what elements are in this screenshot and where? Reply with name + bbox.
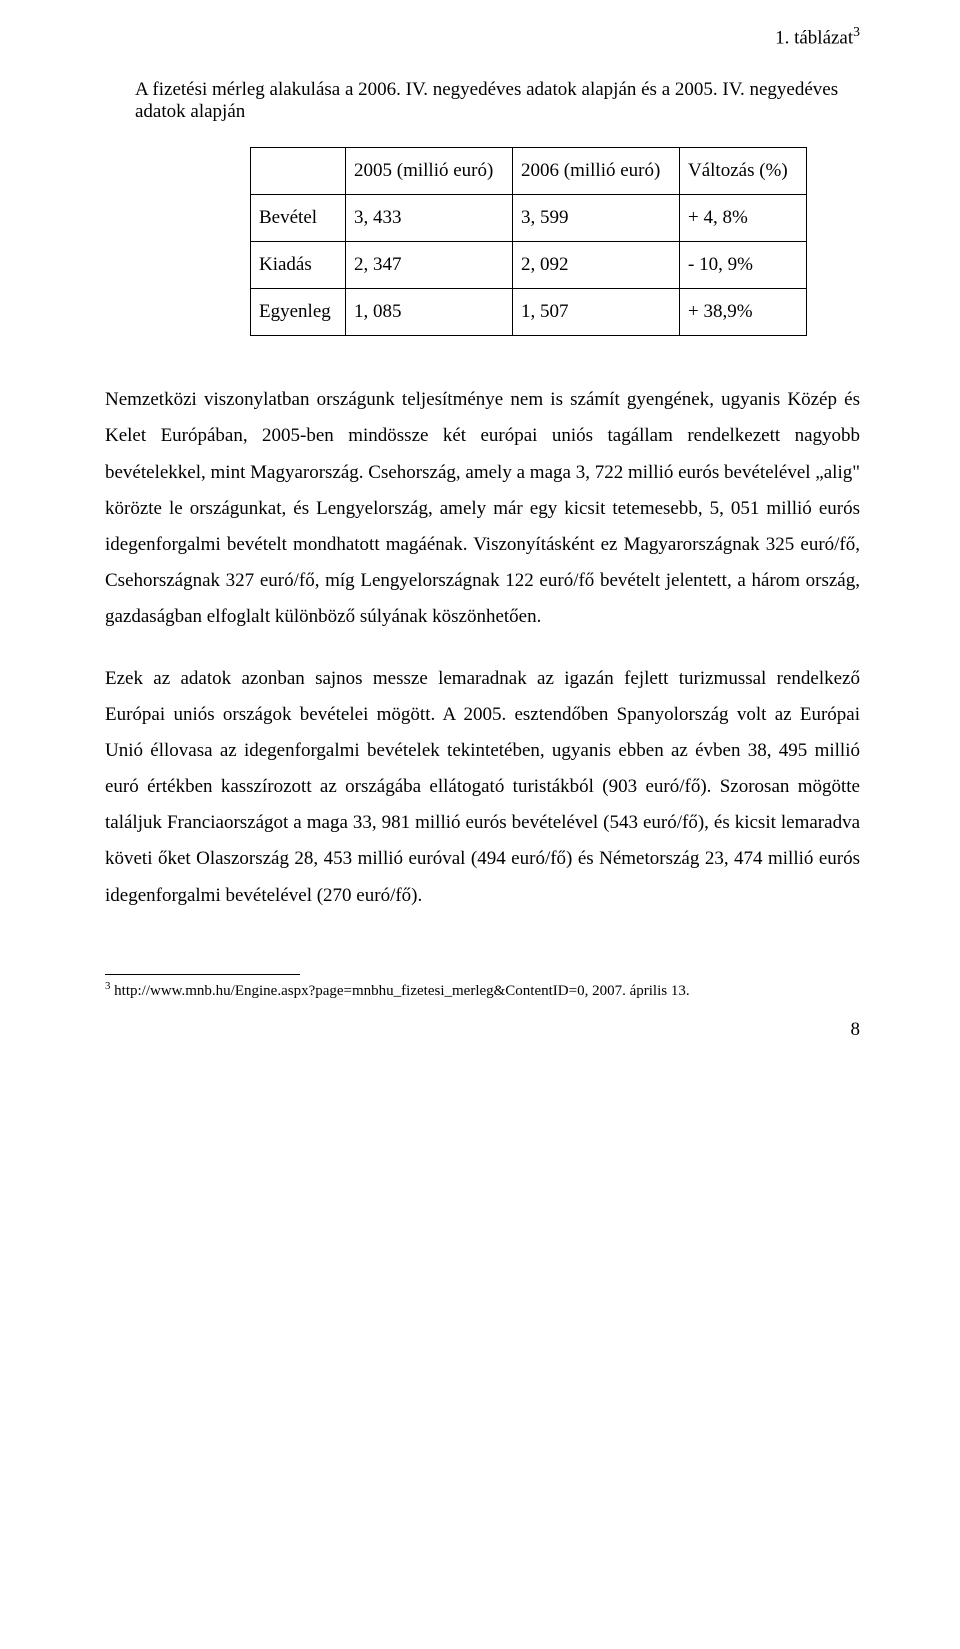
paragraph-1: Nemzetközi viszonylatban országunk telje… [105, 382, 860, 635]
col-change: Változás (%) [680, 148, 807, 195]
row-label: Kiadás [251, 242, 346, 289]
footnote: 3 http://www.mnb.hu/Engine.aspx?page=mnb… [105, 979, 860, 1002]
table-caption: 1. táblázat3 [105, 24, 860, 49]
footnote-text: http://www.mnb.hu/Engine.aspx?page=mnbhu… [110, 983, 689, 999]
cell-value: - 10, 9% [680, 242, 807, 289]
page-number: 8 [105, 1019, 860, 1041]
table-title: A fizetési mérleg alakulása a 2006. IV. … [135, 79, 860, 123]
cell-value: + 38,9% [680, 289, 807, 336]
cell-value: + 4, 8% [680, 195, 807, 242]
caption-footnote-ref: 3 [853, 24, 860, 39]
footnote-rule [105, 974, 300, 975]
row-label: Bevétel [251, 195, 346, 242]
balance-table: 2005 (millió euró) 2006 (millió euró) Vá… [250, 147, 807, 336]
col-blank [251, 148, 346, 195]
cell-value: 1, 085 [346, 289, 513, 336]
cell-value: 3, 599 [513, 195, 680, 242]
col-2005: 2005 (millió euró) [346, 148, 513, 195]
table-header-row: 2005 (millió euró) 2006 (millió euró) Vá… [251, 148, 807, 195]
cell-value: 2, 092 [513, 242, 680, 289]
caption-text: 1. táblázat [775, 27, 853, 48]
cell-value: 1, 507 [513, 289, 680, 336]
table-row: Kiadás 2, 347 2, 092 - 10, 9% [251, 242, 807, 289]
table-row: Egyenleg 1, 085 1, 507 + 38,9% [251, 289, 807, 336]
cell-value: 3, 433 [346, 195, 513, 242]
cell-value: 2, 347 [346, 242, 513, 289]
col-2006: 2006 (millió euró) [513, 148, 680, 195]
document-page: 1. táblázat3 A fizetési mérleg alakulása… [0, 0, 960, 1071]
table-row: Bevétel 3, 433 3, 599 + 4, 8% [251, 195, 807, 242]
paragraph-2: Ezek az adatok azonban sajnos messze lem… [105, 661, 860, 914]
row-label: Egyenleg [251, 289, 346, 336]
